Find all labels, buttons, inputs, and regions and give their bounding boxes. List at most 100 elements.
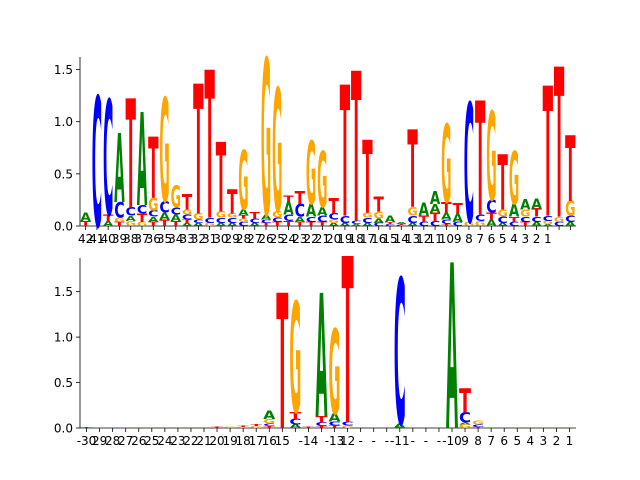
logo-letter-G-glyph: G (137, 221, 147, 228)
logo-letter-C: C (459, 410, 471, 426)
logo-letter-C-glyph: C (289, 418, 301, 427)
logo-letter-G-glyph: G (193, 212, 203, 222)
x-tick-label: 22 (303, 232, 318, 246)
logo-letter-C-glyph: C (182, 213, 192, 222)
logo-letter-T: T (103, 213, 115, 223)
logo-letter-T-glyph: T (537, 427, 549, 428)
logo-letter-T: T (419, 214, 431, 224)
logo-letter-A-glyph: A (430, 188, 441, 209)
logo-letter-G-glyph: G (182, 208, 192, 217)
y-tick-label: 0.5 (54, 167, 73, 181)
x-tick-label: 26 (131, 434, 146, 448)
logo-letter-C-glyph: C (486, 196, 496, 217)
logo-letter-T: T (283, 219, 294, 228)
logo-letter-G: G (204, 222, 214, 227)
logo-letter-A: A (459, 422, 472, 425)
logo-letter-C-glyph: C (362, 216, 372, 225)
logo-letter-C-glyph: C (315, 422, 327, 428)
logo-letter-C-glyph: C (430, 219, 440, 228)
logo-letter-A: A (137, 88, 147, 236)
logo-letter-T: T (524, 427, 536, 428)
logo-letter-A: A (498, 222, 509, 227)
logo-letter-C-glyph: C (452, 221, 462, 228)
logo-letter-C: C (227, 216, 237, 225)
logo-letter-A-glyph: A (446, 218, 458, 480)
logo-letter-T: T (237, 426, 249, 427)
logo-letter-A: A (315, 260, 327, 457)
logo-letter-T-glyph: T (419, 214, 431, 224)
x-tick-label: 31 (202, 232, 217, 246)
logo-letter-G-glyph: G (362, 211, 372, 220)
logo-letter-A-glyph: A (329, 412, 341, 425)
x-tick-label: 3 (540, 434, 548, 448)
logo-letter-C-glyph: C (328, 212, 338, 222)
logo-letter-A: A (351, 223, 361, 226)
x-tick-label: 30 (213, 232, 228, 246)
logo-letter-C: C (472, 424, 484, 428)
logo-letter-T-glyph: T (302, 427, 314, 428)
logo-letter-A: A (531, 221, 542, 228)
logo-letter-T-glyph: T (80, 219, 91, 228)
x-tick-label: 18 (349, 232, 364, 246)
logo-letter-G-glyph: G (238, 134, 248, 229)
logo-letter-T: T (283, 194, 295, 204)
logo-letter-T: T (342, 211, 354, 476)
x-tick-label: 15 (382, 232, 397, 246)
logo-letter-T: T (306, 221, 317, 228)
logo-letter-C-glyph: C (565, 214, 575, 224)
x-tick-label: 32 (191, 232, 206, 246)
logo-letter-T-glyph: T (295, 188, 305, 209)
logo-letter-T-glyph: T (340, 51, 350, 260)
logo-letter-G-glyph: G (261, 16, 271, 266)
logo-letter-T: T (272, 221, 283, 228)
logo-letter-T: T (565, 119, 575, 224)
logo-letter-G-glyph: G (227, 212, 237, 219)
logo-letter-C: C (289, 418, 301, 427)
logo-letter-A-glyph: A (565, 221, 576, 228)
logo-letter-A-glyph: A (520, 197, 531, 213)
logo-letter-G-glyph: G (306, 123, 316, 225)
logo-letter-T-glyph: T (250, 424, 263, 427)
logo-letter-T: T (94, 427, 106, 428)
logo-letter-C: C (193, 219, 204, 224)
logo-letter-G: G (486, 89, 496, 229)
logo-letter-C: C (543, 214, 553, 223)
logo-letter-G-glyph: G (374, 209, 384, 221)
logo-letter-T: T (146, 427, 158, 428)
logo-letter-C-glyph: C (317, 214, 327, 224)
logo-letter-C: C (475, 213, 485, 223)
logo-letter-T: T (171, 219, 182, 228)
logo-letter-C: C (137, 204, 147, 217)
logo-letter-T: T (509, 215, 520, 224)
logo-letter-T: T (486, 210, 497, 222)
x-tick-label: 12 (416, 232, 431, 246)
logo-letter-G: G (317, 138, 327, 227)
logo-letter-A-glyph: A (531, 197, 542, 212)
x-tick-label: 22 (183, 434, 198, 448)
logo-letter-T-glyph: T (328, 195, 339, 220)
x-tick-label: 21 (315, 232, 330, 246)
logo-letter-C-glyph: C (385, 223, 395, 226)
logo-letter-A-glyph: A (317, 206, 328, 219)
logo-letter-C: C (509, 221, 519, 228)
x-tick-label: 25 (144, 434, 159, 448)
logo-letter-T-glyph: T (342, 211, 354, 476)
x-tick-label: 14 (394, 232, 409, 246)
logo-letter-C: C (362, 216, 372, 225)
logo-letter-T-glyph: T (452, 201, 463, 217)
x-tick-label: 18 (236, 434, 251, 448)
logo-letter-A-glyph: A (419, 199, 430, 220)
logo-letter-A: A (531, 197, 542, 212)
logo-letter-T-glyph: T (565, 119, 575, 224)
logo-letter-G-glyph: G (148, 194, 158, 215)
logo-letter-T: T (531, 207, 541, 220)
logo-letter-T: T (148, 121, 158, 219)
logo-letter-C-glyph: C (295, 200, 305, 221)
x-tick-label: 26 (258, 232, 273, 246)
logo-letter-T: T (137, 212, 147, 225)
logo-letter-A: A (430, 203, 441, 216)
logo-letter-G-glyph: G (171, 182, 181, 215)
logo-letter-C-glyph: C (554, 221, 564, 228)
logo-letter-T: T (317, 221, 328, 228)
logo-letter-A-glyph: A (543, 223, 553, 226)
